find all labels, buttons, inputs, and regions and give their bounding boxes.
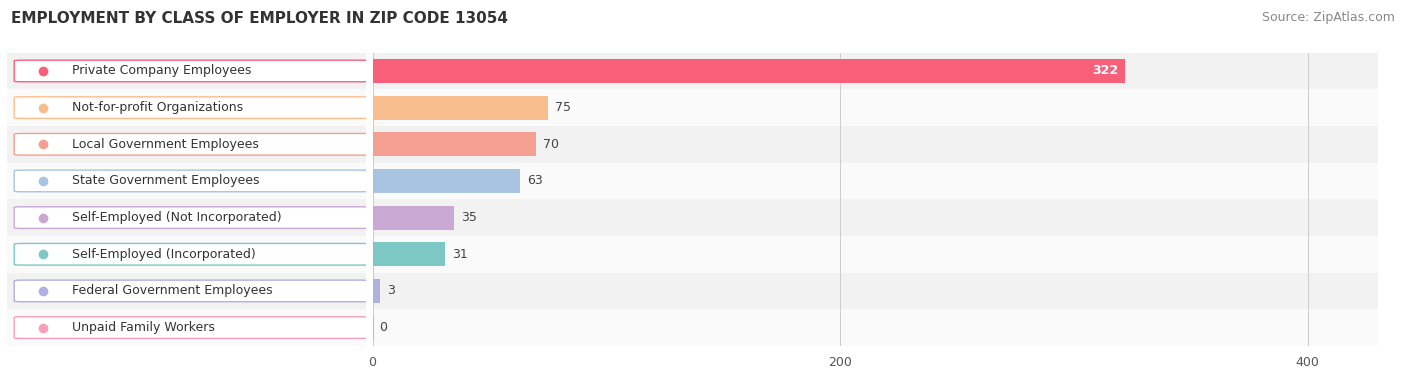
FancyBboxPatch shape [14,317,370,338]
Bar [373,126,1378,162]
Bar [373,279,380,303]
Bar [373,316,374,340]
Text: Unpaid Family Workers: Unpaid Family Workers [72,321,215,334]
FancyBboxPatch shape [14,280,370,302]
Bar [373,199,1378,236]
Text: Federal Government Employees: Federal Government Employees [72,284,273,297]
FancyBboxPatch shape [7,126,366,162]
Text: Self-Employed (Not Incorporated): Self-Employed (Not Incorporated) [72,211,281,224]
Bar [373,53,1378,89]
Text: 35: 35 [461,211,477,224]
Text: 70: 70 [543,138,560,151]
FancyBboxPatch shape [7,309,366,346]
Bar [373,206,454,229]
Bar [373,96,548,120]
Text: Source: ZipAtlas.com: Source: ZipAtlas.com [1261,11,1395,24]
FancyBboxPatch shape [14,97,370,118]
Bar [373,273,1378,309]
Bar [373,309,1378,346]
Bar [373,169,520,193]
Bar [373,243,446,266]
FancyBboxPatch shape [7,236,366,273]
Text: Local Government Employees: Local Government Employees [72,138,259,151]
FancyBboxPatch shape [7,162,366,199]
Bar [373,89,1378,126]
FancyBboxPatch shape [14,60,370,82]
Bar [373,132,536,156]
FancyBboxPatch shape [7,53,366,89]
Bar [373,236,1378,273]
Text: EMPLOYMENT BY CLASS OF EMPLOYER IN ZIP CODE 13054: EMPLOYMENT BY CLASS OF EMPLOYER IN ZIP C… [11,11,508,26]
Bar [373,162,1378,199]
FancyBboxPatch shape [7,273,366,309]
FancyBboxPatch shape [7,199,366,236]
FancyBboxPatch shape [14,207,370,229]
Text: 31: 31 [453,248,468,261]
FancyBboxPatch shape [14,170,370,192]
Text: Not-for-profit Organizations: Not-for-profit Organizations [72,101,243,114]
Text: 3: 3 [387,284,395,297]
Text: Self-Employed (Incorporated): Self-Employed (Incorporated) [72,248,256,261]
FancyBboxPatch shape [14,133,370,155]
Text: State Government Employees: State Government Employees [72,174,259,188]
FancyBboxPatch shape [14,243,370,265]
Text: 75: 75 [555,101,571,114]
Text: Private Company Employees: Private Company Employees [72,64,250,77]
Text: 63: 63 [527,174,543,188]
Bar [373,59,1125,83]
Text: 322: 322 [1092,64,1118,77]
Text: 0: 0 [380,321,388,334]
FancyBboxPatch shape [7,89,366,126]
